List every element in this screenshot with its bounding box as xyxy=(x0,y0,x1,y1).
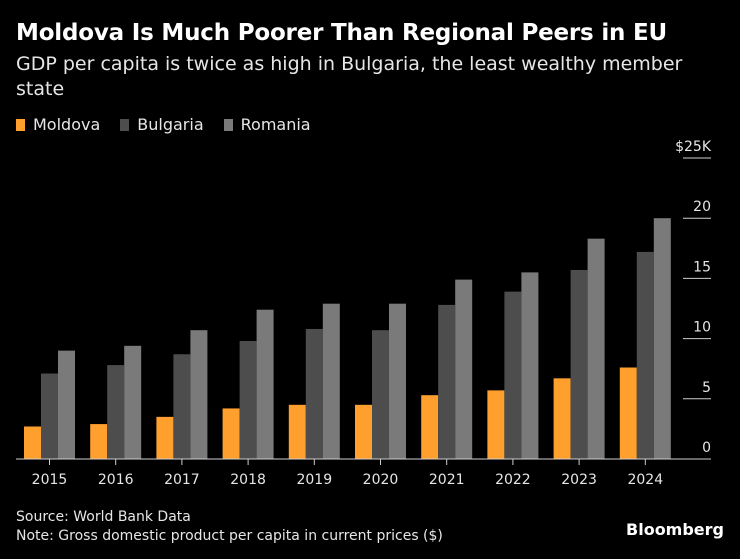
legend-label-romania: Romania xyxy=(240,115,311,134)
legend-swatch-moldova xyxy=(16,118,25,131)
footer: Source: World Bank Data Note: Gross dome… xyxy=(16,508,443,546)
bar-moldova-2015 xyxy=(24,426,41,459)
bar-bulgaria-2023 xyxy=(570,269,588,459)
bar-bulgaria-2024 xyxy=(636,251,654,459)
legend-label-bulgaria: Bulgaria xyxy=(137,115,204,134)
y-tick-label: 15 xyxy=(693,259,711,275)
bar-moldova-2016 xyxy=(90,424,108,459)
bar-romania-2019 xyxy=(322,303,340,459)
x-tick-label: 2021 xyxy=(429,472,465,488)
x-tick-label: 2022 xyxy=(495,472,531,488)
bar-bulgaria-2018 xyxy=(239,341,257,459)
legend-item-bulgaria: Bulgaria xyxy=(120,115,204,134)
legend-swatch-bulgaria xyxy=(120,118,130,131)
y-tick-label: 0 xyxy=(702,440,711,456)
x-tick-label: 2016 xyxy=(98,472,134,488)
x-tick-label: 2019 xyxy=(296,472,332,488)
y-tick-label: 5 xyxy=(702,380,711,396)
legend: Moldova Bulgaria Romania xyxy=(16,115,311,134)
bar-bulgaria-2022 xyxy=(504,291,522,459)
chart-title: Moldova Is Much Poorer Than Regional Pee… xyxy=(16,20,667,46)
bar-romania-2024 xyxy=(653,218,671,459)
bar-romania-2022 xyxy=(521,272,539,459)
x-tick-label: 2023 xyxy=(561,472,597,488)
legend-swatch-romania xyxy=(223,118,233,131)
legend-item-moldova: Moldova xyxy=(16,115,100,134)
legend-item-romania: Romania xyxy=(223,115,311,134)
y-tick-label: 10 xyxy=(693,320,711,336)
bar-romania-2018 xyxy=(256,309,274,459)
footnote: Note: Gross domestic product per capita … xyxy=(16,528,443,544)
bar-moldova-2017 xyxy=(156,416,174,459)
bar-bulgaria-2019 xyxy=(305,328,323,459)
y-tick-label: $25K xyxy=(675,139,712,155)
bar-romania-2020 xyxy=(389,303,406,459)
bar-romania-2021 xyxy=(455,279,473,459)
y-tick-label: 20 xyxy=(693,199,711,215)
bar-moldova-2018 xyxy=(222,408,240,459)
bar-moldova-2024 xyxy=(619,367,637,459)
bar-bulgaria-2017 xyxy=(173,354,191,459)
bar-bulgaria-2020 xyxy=(372,330,389,459)
legend-label-moldova: Moldova xyxy=(33,115,101,134)
x-tick-label: 2020 xyxy=(363,472,399,488)
bar-moldova-2019 xyxy=(288,404,306,459)
bloomberg-logo: Bloomberg xyxy=(626,520,724,539)
x-tick-label: 2015 xyxy=(32,472,68,488)
x-tick-label: 2024 xyxy=(627,472,663,488)
bar-romania-2016 xyxy=(124,345,142,459)
x-tick-label: 2017 xyxy=(164,472,200,488)
source-note: Source: World Bank Data xyxy=(16,509,191,525)
bar-moldova-2022 xyxy=(487,390,505,459)
chart-subtitle: GDP per capita is twice as high in Bulga… xyxy=(16,53,683,100)
bar-moldova-2020 xyxy=(355,404,372,459)
x-tick-label: 2018 xyxy=(230,472,266,488)
bar-romania-2023 xyxy=(587,238,605,459)
bar-bulgaria-2015 xyxy=(41,373,58,459)
bar-bulgaria-2016 xyxy=(107,365,125,459)
bar-romania-2015 xyxy=(58,350,75,459)
bar-bulgaria-2021 xyxy=(438,304,456,459)
bar-moldova-2021 xyxy=(421,395,439,459)
bar-romania-2017 xyxy=(190,330,208,459)
bar-moldova-2023 xyxy=(553,378,571,459)
